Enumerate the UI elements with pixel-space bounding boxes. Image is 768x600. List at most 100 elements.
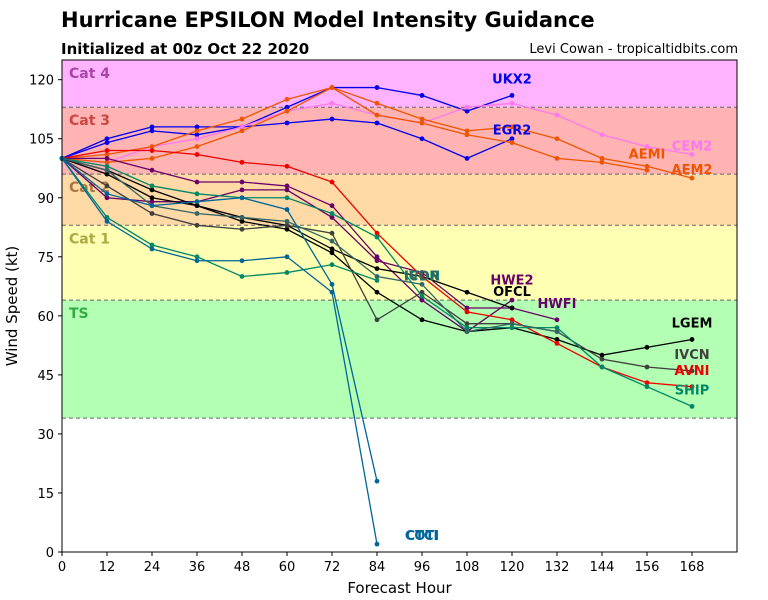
x-tick-label: 48 (234, 560, 251, 575)
data-point-ukx2 (374, 85, 380, 90)
band-cat-4 (62, 60, 737, 108)
data-point-lgem (689, 337, 695, 342)
data-point-ivdr (239, 215, 245, 220)
data-point-aemi (599, 159, 605, 165)
data-point-egr2 (284, 120, 290, 126)
series-label-ivdr: IVDR (404, 269, 440, 284)
category-bands (62, 60, 737, 419)
series-hwe2 (59, 156, 515, 334)
data-point-ivcn (689, 368, 695, 374)
x-tick-label: 132 (545, 560, 570, 575)
data-point-ivdr (554, 329, 560, 334)
data-point-aem2 (554, 136, 560, 142)
data-point-cem2 (239, 124, 245, 130)
band-label-cat-3: Cat 3 (69, 113, 110, 129)
x-tick-label: 0 (58, 560, 66, 575)
data-point-icon (374, 278, 380, 283)
data-point-icon (194, 254, 200, 260)
series-label-hwe2: HWE2 (490, 273, 533, 288)
data-point-coti (194, 199, 200, 205)
data-point-ctci (374, 541, 380, 547)
series-label-aemi: AEMI (629, 147, 666, 162)
data-point-aem2 (329, 85, 335, 90)
x-tick-label: 72 (324, 560, 341, 575)
data-point-ctci (149, 246, 155, 252)
series-line-aemi (61, 86, 648, 171)
data-point-coti (374, 478, 380, 484)
data-point-ivcn (284, 222, 290, 228)
data-point-ivcn (374, 317, 380, 323)
chart-title: Hurricane EPSILON Model Intensity Guidan… (61, 8, 595, 32)
y-tick-label: 105 (29, 133, 54, 148)
data-point-icon (284, 270, 290, 275)
band-label-cat-4: Cat 4 (69, 66, 110, 82)
y-tick-label: 45 (37, 369, 54, 384)
data-point-hwfi (374, 258, 380, 264)
band-label-cat-1: Cat 1 (69, 231, 110, 247)
data-point-ivdr (464, 329, 470, 334)
series-label-coti: COTI (405, 529, 439, 544)
data-point-aemi (149, 156, 155, 161)
x-tick-label: 36 (189, 560, 206, 575)
data-point-aem2 (599, 156, 605, 161)
data-point-hwfi (284, 187, 290, 193)
data-point-lgem (644, 344, 650, 350)
data-point-icon (149, 242, 155, 248)
data-point-cem2 (464, 104, 470, 110)
data-point-ivcn (464, 321, 470, 327)
data-point-egr2 (509, 136, 515, 142)
series-label-hwfi: HWFI (538, 297, 577, 312)
data-point-aemi (239, 128, 245, 134)
data-point-ship (464, 325, 470, 331)
data-point-aemi (284, 108, 290, 114)
data-point-ship (284, 195, 290, 201)
data-point-ctci (104, 218, 110, 224)
data-point-ukx2 (104, 140, 110, 146)
data-point-ukx2 (464, 108, 470, 114)
data-point-ivcn (194, 222, 200, 228)
data-point-ofcl (464, 289, 470, 295)
data-point-aemi (464, 132, 470, 138)
x-tick-label: 12 (99, 560, 116, 575)
data-point-aem2 (509, 124, 515, 130)
data-point-aem2 (149, 144, 155, 149)
data-point-ctci (284, 254, 290, 260)
data-point-ukx2 (509, 93, 515, 98)
data-point-aemi (554, 156, 560, 161)
data-point-ivdr (374, 274, 380, 279)
data-point-ship (329, 211, 335, 216)
data-point-ship (104, 163, 110, 169)
series-label-ship: SHIP (675, 383, 710, 398)
series-line-icon (61, 158, 378, 282)
data-point-icon (239, 274, 245, 279)
series-line-ctci (61, 158, 378, 545)
data-point-ship (194, 191, 200, 197)
x-tick-label: 60 (279, 560, 296, 575)
y-tick-label: 30 (37, 428, 54, 443)
data-point-ivdr (419, 281, 425, 287)
data-point-coti (239, 195, 245, 201)
data-point-egr2 (464, 156, 470, 161)
band-cat-2 (62, 174, 737, 226)
series-label-avni: AVNI (675, 364, 710, 379)
y-axis-label: Wind Speed (kt) (3, 246, 21, 367)
data-point-ofcl (149, 195, 155, 201)
data-point-aem2 (374, 100, 380, 106)
series-line-coti (61, 157, 378, 482)
x-axis-ticks: 0 12 24 36 48 60 72 84 96 108 120 132 144 156 168 (58, 552, 704, 575)
data-point-egr2 (194, 124, 200, 130)
data-point-hwfi (239, 187, 245, 193)
data-point-aem2 (239, 116, 245, 122)
series-label-ofcl: OFCL (493, 285, 531, 300)
data-point-ivcn (329, 230, 335, 236)
data-point-lgem (149, 187, 155, 193)
data-point-ship (644, 384, 650, 390)
series-label-egr2: EGR2 (493, 124, 532, 139)
data-point-aem2 (644, 163, 650, 169)
data-point-coti (284, 207, 290, 212)
data-point-hwfi (149, 199, 155, 205)
data-point-ivcn (239, 226, 245, 232)
data-point-avni (239, 159, 245, 165)
